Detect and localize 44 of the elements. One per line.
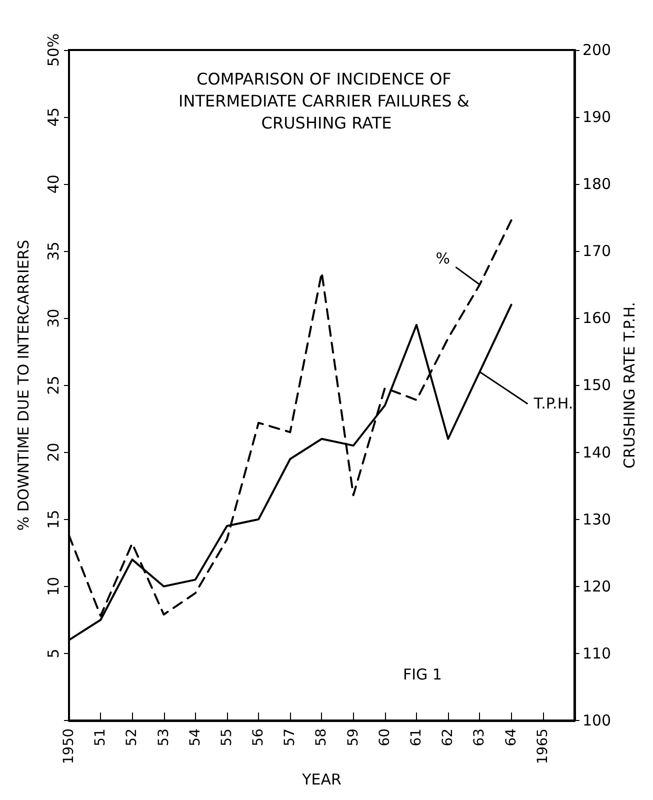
annotation: FIG 1 <box>402 666 442 684</box>
x-tick-label: 56 <box>250 728 267 746</box>
x-axis-title: YEAR <box>301 770 342 788</box>
text: T.P.H. <box>532 394 574 412</box>
x-tick-label: 54 <box>187 728 204 746</box>
x-tick-label: 1965 <box>534 728 551 764</box>
text: % <box>436 250 450 268</box>
y2-tick-label: 180 <box>582 175 612 194</box>
x-tick-label: 60 <box>376 728 393 746</box>
y2-tick-label: 120 <box>582 577 612 596</box>
x-tick-label: 51 <box>92 728 109 746</box>
x-tick-label: 64 <box>503 728 520 746</box>
x-tick-label: 62 <box>440 728 456 746</box>
y-tick-label: 50% <box>44 33 62 67</box>
y-tick-label: 30 <box>44 308 62 328</box>
y-tick-label: 35 <box>44 242 62 261</box>
y-tick-label: 40 <box>44 174 62 194</box>
x-tick-label: 61 <box>408 728 425 746</box>
x-tick-label: 57 <box>282 728 298 746</box>
text: COMPARISON OF INCIDENCE OF INTERMEDIATE CARRIER FAILURES & CRUSHING RATE <box>178 70 474 132</box>
x-tick-label: 59 <box>345 728 362 746</box>
y2-tick-label: 160 <box>582 309 612 328</box>
y2-tick-label: 190 <box>582 108 612 126</box>
y-tick-label: 20 <box>44 442 62 462</box>
y2-tick-label: 130 <box>582 510 612 528</box>
x-tick-label: 58 <box>314 728 330 746</box>
y2-tick-label: 170 <box>582 242 612 260</box>
y2-tick-label: 200 <box>582 41 612 59</box>
y-tick-label: 45 <box>44 108 62 127</box>
y-tick-label: 10 <box>44 576 62 596</box>
y-tick-label: 15 <box>44 510 62 529</box>
y2-tick-label: 100 <box>582 711 612 730</box>
x-tick-label: 52 <box>124 728 140 746</box>
y-tick-label: 25 <box>44 376 62 395</box>
y-tick-label: 5 <box>44 648 62 658</box>
x-tick-label: 1950 <box>61 728 77 764</box>
x-tick-label: 63 <box>472 728 488 746</box>
y2-axis-title: CRUSHING RATE T.P.H. <box>620 302 638 468</box>
y-axis-title: % DOWNTIME DUE TO INTERCARRIERS <box>14 240 32 531</box>
x-tick-label: 55 <box>218 728 235 746</box>
y2-tick-label: 140 <box>582 443 612 462</box>
x-tick-label: 53 <box>156 728 172 746</box>
y2-tick-label: 150 <box>582 376 612 394</box>
y2-tick-label: 110 <box>582 644 612 662</box>
